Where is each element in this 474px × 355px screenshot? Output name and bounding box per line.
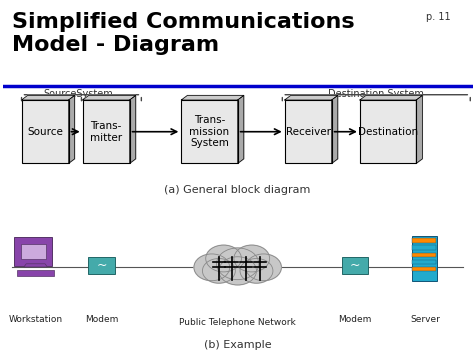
Text: SourceSystem: SourceSystem bbox=[43, 89, 113, 99]
Text: Server: Server bbox=[410, 315, 440, 324]
FancyBboxPatch shape bbox=[285, 100, 332, 163]
Circle shape bbox=[206, 245, 241, 272]
Text: Modem: Modem bbox=[85, 315, 118, 324]
Polygon shape bbox=[416, 95, 422, 163]
Polygon shape bbox=[82, 95, 136, 100]
FancyBboxPatch shape bbox=[411, 236, 438, 282]
Text: Receiver: Receiver bbox=[286, 127, 331, 137]
Text: Trans-
mitter: Trans- mitter bbox=[90, 121, 122, 142]
Circle shape bbox=[217, 248, 259, 280]
Polygon shape bbox=[21, 95, 74, 100]
FancyBboxPatch shape bbox=[181, 100, 237, 163]
FancyBboxPatch shape bbox=[412, 245, 436, 250]
Polygon shape bbox=[237, 95, 244, 163]
Text: Trans-
mission
System: Trans- mission System bbox=[190, 115, 229, 148]
Text: Source: Source bbox=[27, 127, 63, 137]
Polygon shape bbox=[285, 95, 338, 100]
Text: Workstation: Workstation bbox=[9, 315, 63, 324]
Text: Simplified Communications
Model - Diagram: Simplified Communications Model - Diagra… bbox=[12, 12, 355, 55]
Circle shape bbox=[194, 254, 230, 281]
Polygon shape bbox=[24, 264, 47, 267]
Polygon shape bbox=[360, 95, 422, 100]
Polygon shape bbox=[69, 95, 74, 163]
FancyBboxPatch shape bbox=[412, 252, 436, 257]
FancyBboxPatch shape bbox=[88, 257, 115, 274]
Circle shape bbox=[240, 258, 273, 283]
FancyBboxPatch shape bbox=[412, 260, 436, 264]
Text: ~: ~ bbox=[350, 259, 360, 272]
Text: Destination: Destination bbox=[358, 127, 418, 137]
FancyBboxPatch shape bbox=[15, 237, 52, 266]
Text: p. 11: p. 11 bbox=[426, 12, 450, 22]
Circle shape bbox=[234, 245, 270, 272]
Text: Public Telephone Network: Public Telephone Network bbox=[179, 318, 296, 327]
FancyBboxPatch shape bbox=[21, 100, 69, 163]
FancyBboxPatch shape bbox=[360, 100, 416, 163]
FancyBboxPatch shape bbox=[20, 245, 46, 258]
FancyBboxPatch shape bbox=[17, 270, 55, 276]
Polygon shape bbox=[181, 95, 244, 100]
Text: ~: ~ bbox=[96, 259, 107, 272]
Text: Modem: Modem bbox=[338, 315, 372, 324]
Text: (a) General block diagram: (a) General block diagram bbox=[164, 185, 311, 195]
Circle shape bbox=[202, 258, 235, 283]
Polygon shape bbox=[332, 95, 338, 163]
FancyBboxPatch shape bbox=[412, 267, 436, 271]
Text: (b) Example: (b) Example bbox=[204, 339, 272, 350]
Polygon shape bbox=[129, 95, 136, 163]
FancyBboxPatch shape bbox=[342, 257, 368, 274]
Circle shape bbox=[246, 254, 282, 281]
FancyBboxPatch shape bbox=[412, 239, 436, 243]
FancyBboxPatch shape bbox=[82, 100, 129, 163]
Text: Destination System: Destination System bbox=[328, 89, 424, 99]
Circle shape bbox=[219, 257, 256, 285]
